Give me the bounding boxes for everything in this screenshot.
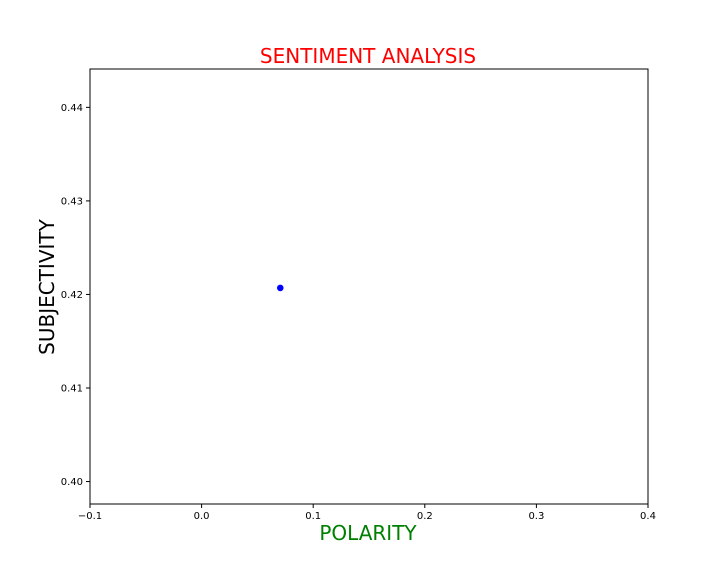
data-points xyxy=(276,284,284,292)
y-tick-label: 0.41 xyxy=(61,384,83,395)
y-tick-label: 0.43 xyxy=(61,196,83,207)
y-tick-label: 0.40 xyxy=(61,477,83,488)
plot-frame xyxy=(89,68,649,505)
x-axis-label: POLARITY xyxy=(319,521,417,545)
chart-title: SENTIMENT ANALYSIS xyxy=(260,44,476,68)
x-tick-label: 0.4 xyxy=(640,511,656,522)
x-tick-label: 0.3 xyxy=(528,511,544,522)
y-tick-label: 0.44 xyxy=(61,103,83,114)
y-axis-label: SUBJECTIVITY xyxy=(35,218,59,354)
x-tick-label: −0.1 xyxy=(78,511,102,522)
x-axis-ticks: −0.1 0.0 0.1 0.2 0.3 0.4 xyxy=(78,504,656,522)
plot-area xyxy=(89,68,649,505)
y-axis-ticks: 0.40 0.41 0.42 0.43 0.44 xyxy=(61,103,90,488)
x-tick-label: 0.0 xyxy=(194,511,210,522)
data-point xyxy=(276,284,284,292)
x-tick-label: 0.2 xyxy=(417,511,433,522)
x-tick-label: 0.1 xyxy=(305,511,321,522)
y-tick-label: 0.42 xyxy=(61,290,83,301)
